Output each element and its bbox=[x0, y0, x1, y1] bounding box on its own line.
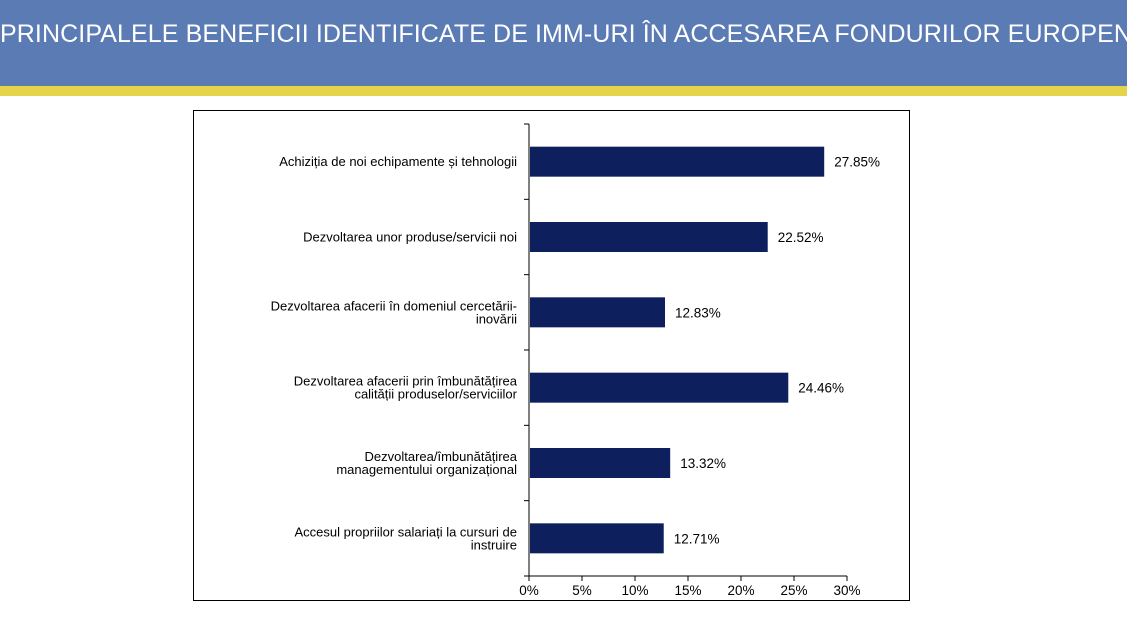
x-tick-label: 15% bbox=[674, 583, 701, 598]
slide-title: PRINCIPALELE BENEFICII IDENTIFICATE DE I… bbox=[0, 20, 1127, 48]
data-label: 22.52% bbox=[778, 230, 824, 245]
data-label: 13.32% bbox=[680, 456, 726, 471]
bar bbox=[530, 372, 789, 403]
category-label: Dezvoltarea afacerii prin îmbunătățirea c… bbox=[294, 374, 518, 402]
category-label: Dezvoltarea afacerii în domeniul cercetă… bbox=[271, 298, 517, 326]
category-label: Accesul propriilor salariați la cursuri … bbox=[294, 524, 517, 552]
bar bbox=[530, 146, 825, 177]
title-banner-stripe bbox=[0, 86, 1127, 96]
title-banner bbox=[0, 0, 1127, 86]
x-tick-label: 30% bbox=[833, 583, 860, 598]
x-tick-label: 0% bbox=[519, 583, 539, 598]
data-label: 24.46% bbox=[798, 381, 844, 396]
category-label: Dezvoltarea unor produse/servicii noi bbox=[303, 230, 517, 245]
x-tick-label: 5% bbox=[572, 583, 592, 598]
data-label: 12.71% bbox=[674, 531, 720, 546]
bar bbox=[530, 297, 665, 328]
x-tick-label: 10% bbox=[621, 583, 648, 598]
bar bbox=[530, 222, 768, 252]
category-label: Dezvoltarea/îmbunătățirea managementului … bbox=[336, 449, 517, 477]
chart-frame bbox=[193, 110, 910, 601]
x-tick-label: 20% bbox=[727, 583, 754, 598]
data-label: 12.83% bbox=[675, 305, 721, 320]
x-tick-label: 25% bbox=[780, 583, 807, 598]
data-label: 27.85% bbox=[834, 155, 880, 170]
category-label: Achiziția de noi echipamente și tehnolog… bbox=[279, 154, 517, 169]
bar bbox=[530, 523, 664, 554]
bar bbox=[530, 448, 671, 478]
